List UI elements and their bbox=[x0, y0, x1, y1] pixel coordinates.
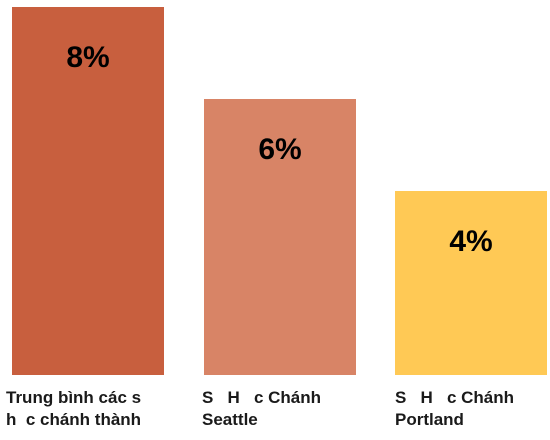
data-label-3: 4% bbox=[449, 225, 492, 258]
category-label-2-line-1: S H c Chánh bbox=[202, 388, 321, 407]
bar-3 bbox=[395, 191, 547, 375]
bar-2 bbox=[204, 99, 356, 375]
category-label-3-line-2: Portland bbox=[395, 410, 464, 429]
category-label-2-line-2: Seattle bbox=[202, 410, 258, 429]
category-label-1-line-1: Trung bình các s bbox=[6, 388, 141, 407]
data-label-1: 8% bbox=[66, 41, 109, 74]
category-label-3-line-1: S H c Chánh bbox=[395, 388, 514, 407]
bar-1 bbox=[12, 7, 164, 375]
data-label-2: 6% bbox=[258, 133, 301, 166]
category-label-1-line-2: h c chánh thành bbox=[6, 410, 141, 429]
